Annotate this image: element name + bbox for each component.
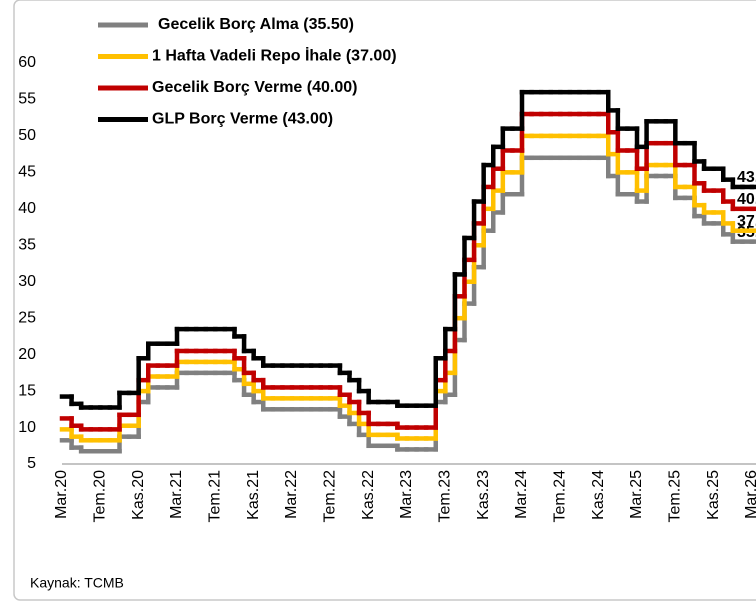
series-line — [59, 133, 756, 443]
y-tick-label: 30 — [18, 273, 36, 290]
legend-label: Gecelik Borç Alma (35.50) — [158, 16, 354, 33]
x-tick-label: Kas.22 — [360, 470, 377, 520]
x-tick-label: Mar.23 — [398, 470, 415, 519]
x-tick-label: Kas.25 — [705, 470, 722, 520]
end-label: 43.00 — [737, 169, 756, 186]
y-tick-label: 15 — [18, 382, 36, 399]
y-tick-label: 55 — [18, 91, 36, 108]
y-tick-label: 45 — [18, 164, 36, 181]
x-tick-label: Tem.20 — [92, 470, 109, 523]
legend-label: 1 Hafta Vadeli Repo İhale (37.00) — [152, 47, 397, 65]
x-tick-label: Kas.24 — [590, 470, 607, 520]
x-tick-label: Tem.23 — [437, 470, 454, 523]
x-tick-label: Mar.26 — [743, 470, 756, 519]
y-tick-label: 60 — [18, 54, 36, 71]
y-tick-label: 10 — [18, 419, 36, 436]
y-tick-label: 20 — [18, 346, 36, 363]
x-tick-label: Tem.24 — [552, 470, 569, 523]
end-label: 37.00 — [737, 213, 756, 230]
x-tick-label: Kas.23 — [475, 470, 492, 520]
x-tick-label: Mar.20 — [53, 470, 70, 519]
x-tick-label: Kas.21 — [245, 470, 262, 520]
y-tick-label: 40 — [18, 200, 36, 217]
legend-label: Gecelik Borç Verme (40.00) — [152, 79, 357, 96]
series-line — [59, 111, 756, 432]
end-label: 40.00 — [737, 191, 756, 208]
x-tick-label: Mar.22 — [283, 470, 300, 519]
x-tick-label: Mar.21 — [168, 470, 185, 519]
series-line — [59, 89, 756, 410]
y-tick-label: 5 — [27, 455, 36, 472]
legend-label: GLP Borç Verme (43.00) — [152, 111, 333, 128]
x-tick-label: Kas.20 — [130, 470, 147, 520]
x-tick-label: Mar.25 — [628, 470, 645, 519]
y-tick-label: 35 — [18, 236, 36, 253]
x-tick-label: Tem.22 — [322, 470, 339, 523]
y-tick-label: 25 — [18, 309, 36, 326]
x-tick-label: Mar.24 — [513, 470, 530, 519]
y-tick-label: 50 — [18, 127, 36, 144]
x-tick-label: Tem.21 — [207, 470, 224, 523]
chart-frame — [13, 0, 756, 601]
source-note: Kaynak: TCMB — [30, 575, 124, 591]
x-tick-label: Tem.25 — [667, 470, 684, 523]
